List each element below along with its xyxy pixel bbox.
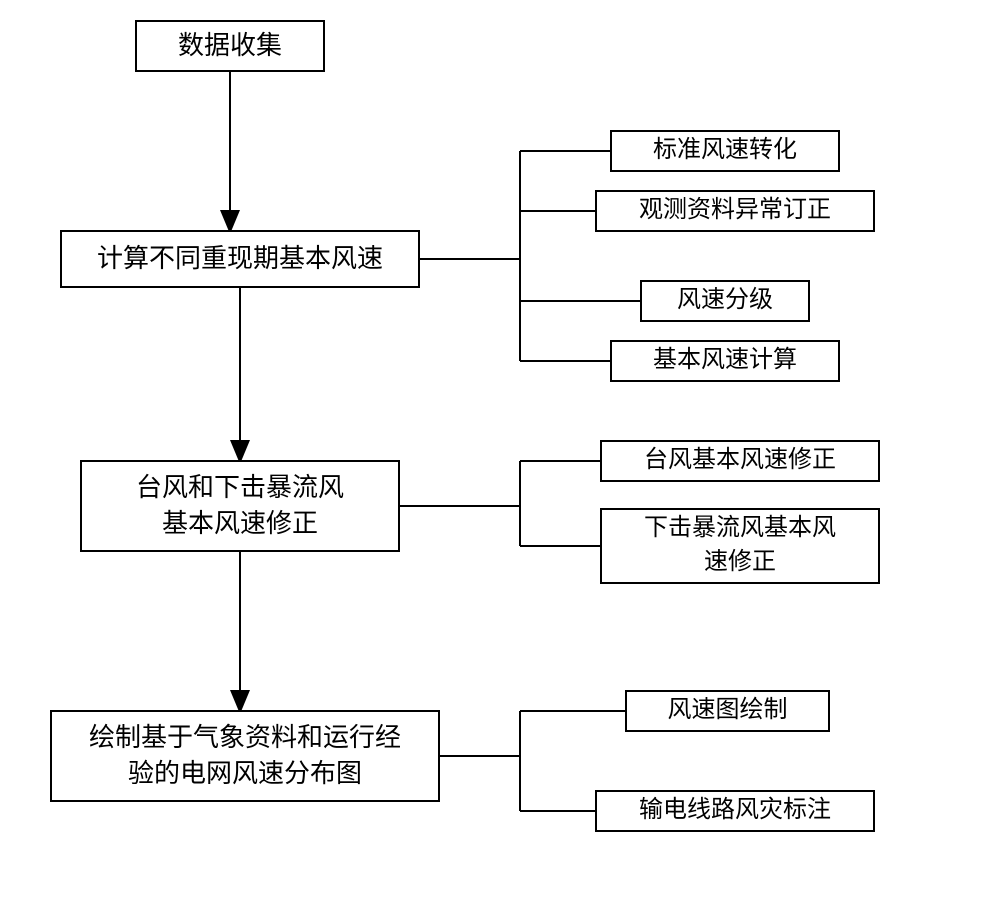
node-s2: 观测资料异常订正 (595, 190, 875, 232)
node-n2: 计算不同重现期基本风速 (60, 230, 420, 288)
node-s4: 基本风速计算 (610, 340, 840, 382)
node-n4: 绘制基于气象资料和运行经验的电网风速分布图 (50, 710, 440, 802)
node-s7: 风速图绘制 (625, 690, 830, 732)
node-s1: 标准风速转化 (610, 130, 840, 172)
node-s3: 风速分级 (640, 280, 810, 322)
node-n3: 台风和下击暴流风基本风速修正 (80, 460, 400, 552)
node-n1: 数据收集 (135, 20, 325, 72)
node-s8: 输电线路风灾标注 (595, 790, 875, 832)
node-s6: 下击暴流风基本风速修正 (600, 508, 880, 584)
node-s5: 台风基本风速修正 (600, 440, 880, 482)
